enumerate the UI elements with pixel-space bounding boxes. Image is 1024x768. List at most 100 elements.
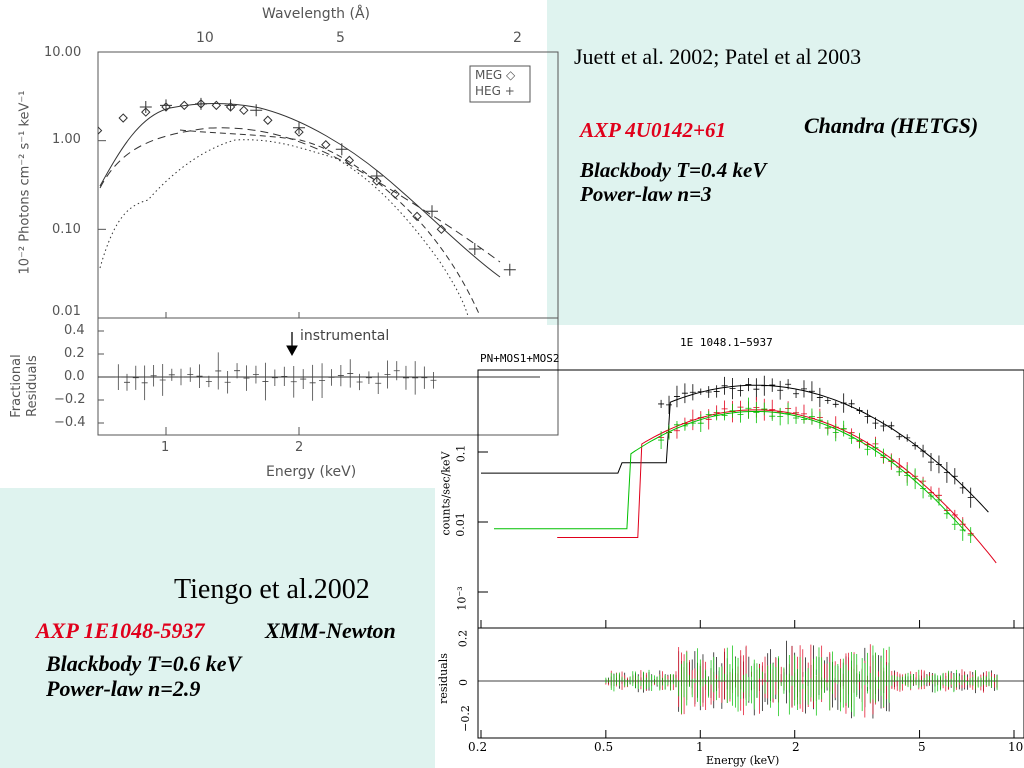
meg-data-point — [239, 105, 249, 116]
chart2-data-point — [681, 421, 688, 431]
chart2-data-point — [769, 378, 776, 392]
chart2-data-point — [935, 455, 942, 474]
chart1-residual-point — [402, 365, 409, 390]
chart2-data-point — [880, 420, 887, 432]
chart1-residual-point — [187, 367, 194, 382]
source2-powerlaw: Power-law n=2.9 — [46, 676, 201, 701]
chart2-data-point — [951, 509, 958, 520]
chart2-data-point — [785, 379, 792, 390]
chart2-xtick-10: 10 — [1008, 740, 1024, 754]
chart2-data-point — [928, 492, 935, 500]
meg-data-point — [118, 113, 128, 123]
chart1-residual-point — [196, 364, 203, 388]
chart2-data-point — [832, 423, 839, 442]
chart2-data-point — [697, 414, 704, 433]
lower-figure-panel — [435, 325, 1024, 768]
chart2-data-point — [777, 407, 784, 426]
heg-data-point — [250, 104, 263, 117]
chart2-data-point — [745, 378, 752, 392]
chart2-data-point — [912, 441, 919, 450]
chart2-data-point — [904, 464, 911, 486]
chart1-res-tick-m02: −0.2 — [54, 392, 86, 407]
chart2-data-point — [785, 402, 792, 425]
chart2-data-point — [880, 448, 887, 464]
chart2-data-point — [721, 410, 728, 421]
chart2-data-point — [904, 434, 911, 442]
chart2-data-point — [737, 406, 744, 423]
meg-data-point — [263, 115, 273, 125]
chart2-frame — [477, 369, 1024, 739]
chart2-data-point — [856, 432, 863, 448]
heg-data-point — [160, 99, 172, 112]
heg-data-point — [468, 243, 481, 256]
chart2-data-point — [808, 381, 815, 402]
chart1-residual-point — [123, 373, 130, 391]
chart1-legend-box — [469, 65, 531, 103]
chart1-ytick-01: 0.10 — [52, 222, 81, 237]
chart1-residual-points — [115, 352, 437, 401]
chart2-data-point — [800, 415, 807, 424]
chart1-residual-point — [150, 365, 157, 387]
chart1-residual-point — [384, 360, 391, 389]
chart1-res-tick-04: 0.4 — [64, 323, 85, 338]
chart2-data-point — [856, 407, 863, 414]
chart2-data-point — [888, 454, 895, 467]
chart1-total-model-curve — [99, 103, 501, 278]
chart2-res-tick-m02: −0.2 — [458, 705, 472, 732]
chart1-res-y-label: Fractional Residuals — [9, 354, 40, 418]
chart2-data-point — [888, 421, 895, 430]
chart2-data-point — [864, 409, 871, 424]
chart2-data-point — [658, 399, 665, 408]
chart2-data-point — [729, 403, 736, 418]
chart2-res-tick-02: 0.2 — [456, 629, 470, 648]
chart2-data-point — [832, 401, 839, 408]
chart2-model-steps — [481, 375, 997, 564]
chart1-residual-point — [375, 372, 382, 395]
chart2-legend-text: PN+MOS1+MOS2 — [480, 352, 560, 365]
chart1-residual-point — [262, 362, 269, 401]
chart2-data-point — [793, 389, 800, 398]
chart1-powerlaw-curve — [99, 127, 501, 263]
chart2-data-point — [928, 453, 935, 472]
chart1-y-axis-label: 10⁻² Photons cm⁻² s⁻¹ keV⁻¹ — [17, 90, 33, 275]
chart1-residual-point — [224, 371, 231, 394]
heg-data-point — [426, 205, 438, 218]
chart2-data-point — [721, 376, 728, 395]
heg-data-point — [194, 97, 207, 110]
chart1-residual-point — [365, 371, 372, 384]
chart2-res-tick-0: 0 — [457, 679, 470, 686]
chart2-data-point — [753, 401, 760, 424]
chart1-instrumental-label: instrumental — [300, 328, 390, 344]
chart1-data-points — [98, 97, 516, 276]
chart2-x-axis-label: Energy (keV) — [706, 754, 780, 767]
chart1-legend-meg: MEG ◇ — [475, 68, 516, 82]
chart1-xtick-2: 2 — [295, 440, 304, 455]
chart1-residual-point — [271, 369, 278, 387]
meg-data-point — [321, 140, 331, 150]
chart2-data-point — [737, 384, 744, 397]
chart1-residual-point — [234, 363, 241, 379]
source1-blackbody: Blackbody T=0.4 keV — [580, 158, 767, 182]
chart1-blackbody-curve — [179, 129, 481, 317]
chart2-data-point — [912, 468, 919, 490]
chart1-residual-point — [309, 364, 316, 401]
chart1-residual-point — [347, 359, 354, 388]
chart2-data-point — [896, 433, 903, 440]
source1-powerlaw: Power-law n=3 — [580, 182, 712, 206]
chart2-data-point — [920, 444, 927, 458]
chart2-data-point — [824, 397, 831, 404]
chart2-data-point — [840, 420, 847, 437]
chart2-data-point — [753, 378, 760, 401]
chart2-data-point — [689, 384, 696, 401]
heg-data-point — [139, 100, 152, 113]
chart2-data-point — [761, 402, 768, 416]
chart1-ytick-10: 10.00 — [44, 45, 82, 60]
instrumental-arrow — [286, 332, 298, 357]
chart1-residual-point — [205, 375, 212, 388]
chart2-data-point — [967, 487, 974, 508]
chart1-top-tick-5: 5 — [336, 30, 345, 46]
chart1-residual-point — [290, 365, 297, 398]
heg-data-point — [224, 99, 237, 112]
chart2-mos2-model-step — [494, 410, 966, 532]
meg-data-point — [211, 100, 222, 111]
